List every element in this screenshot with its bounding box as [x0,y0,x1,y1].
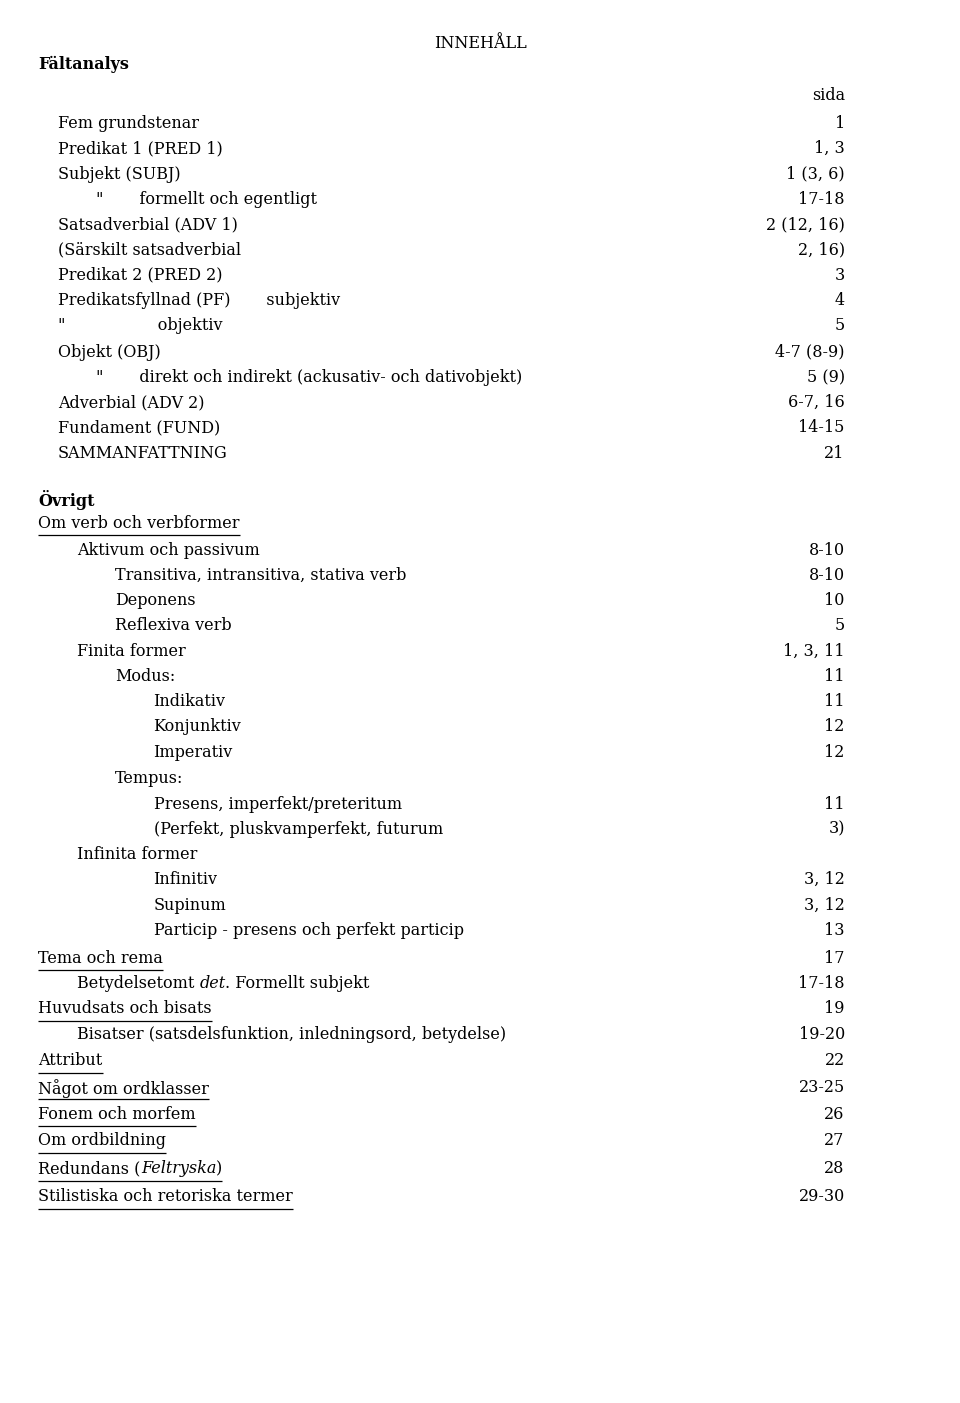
Text: 27: 27 [825,1132,845,1149]
Text: 12: 12 [825,744,845,760]
Text: Bisatser (satsdelsfunktion, inledningsord, betydelse): Bisatser (satsdelsfunktion, inledningsor… [77,1026,506,1042]
Text: INNEHÅLL: INNEHÅLL [434,35,526,52]
Text: Presens, imperfekt/preteritum: Presens, imperfekt/preteritum [154,796,401,812]
Text: "       formellt och egentligt: " formellt och egentligt [96,191,317,208]
Text: Predikat 1 (PRED 1): Predikat 1 (PRED 1) [58,140,223,157]
Text: 19-20: 19-20 [799,1026,845,1042]
Text: Predikat 2 (PRED 2): Predikat 2 (PRED 2) [58,267,222,283]
Text: Feltryska: Feltryska [141,1160,216,1177]
Text: 1, 3: 1, 3 [814,140,845,157]
Text: (Särskilt satsadverbial: (Särskilt satsadverbial [58,241,241,258]
Text: 2, 16): 2, 16) [798,241,845,258]
Text: Stilistiska och retoriska termer: Stilistiska och retoriska termer [38,1188,293,1205]
Text: 3, 12: 3, 12 [804,897,845,913]
Text: 14-15: 14-15 [799,419,845,436]
Text: 11: 11 [825,668,845,685]
Text: ): ) [216,1160,223,1177]
Text: Fem grundstenar: Fem grundstenar [58,115,199,132]
Text: Reflexiva verb: Reflexiva verb [115,617,231,634]
Text: 26: 26 [825,1106,845,1122]
Text: Konjunktiv: Konjunktiv [154,718,241,735]
Text: Fonem och morfem: Fonem och morfem [38,1106,196,1122]
Text: Particip - presens och perfekt particip: Particip - presens och perfekt particip [154,922,464,939]
Text: 22: 22 [825,1052,845,1069]
Text: "                  objektiv: " objektiv [58,317,222,334]
Text: 17-18: 17-18 [799,975,845,992]
Text: (Perfekt, pluskvamperfekt, futurum: (Perfekt, pluskvamperfekt, futurum [154,821,443,838]
Text: 21: 21 [825,445,845,462]
Text: 11: 11 [825,796,845,812]
Text: Predikatsfyllnad (PF)       subjektiv: Predikatsfyllnad (PF) subjektiv [58,292,340,309]
Text: 6-7, 16: 6-7, 16 [788,394,845,411]
Text: Objekt (OBJ): Objekt (OBJ) [58,344,160,361]
Text: 23-25: 23-25 [799,1079,845,1096]
Text: Supinum: Supinum [154,897,227,913]
Text: 10: 10 [825,592,845,609]
Text: Finita former: Finita former [77,643,185,659]
Text: Övrigt: Övrigt [38,490,95,509]
Text: 4: 4 [834,292,845,309]
Text: Transitiva, intransitiva, stativa verb: Transitiva, intransitiva, stativa verb [115,567,407,584]
Text: 17: 17 [825,950,845,967]
Text: Subjekt (SUBJ): Subjekt (SUBJ) [58,166,180,182]
Text: Huvudsats och bisats: Huvudsats och bisats [38,1000,212,1017]
Text: 17-18: 17-18 [799,191,845,208]
Text: 1 (3, 6): 1 (3, 6) [786,166,845,182]
Text: 3): 3) [828,821,845,838]
Text: Tempus:: Tempus: [115,770,183,787]
Text: 12: 12 [825,718,845,735]
Text: Fundament (FUND): Fundament (FUND) [58,419,220,436]
Text: 29-30: 29-30 [799,1188,845,1205]
Text: Tema och rema: Tema och rema [38,950,163,967]
Text: Infinitiv: Infinitiv [154,871,218,888]
Text: 5: 5 [834,617,845,634]
Text: 2 (12, 16): 2 (12, 16) [766,216,845,233]
Text: Indikativ: Indikativ [154,693,226,710]
Text: Något om ordklasser: Något om ordklasser [38,1079,209,1097]
Text: 4-7 (8-9): 4-7 (8-9) [776,344,845,361]
Text: Redundans (: Redundans ( [38,1160,141,1177]
Text: Modus:: Modus: [115,668,176,685]
Text: "       direkt och indirekt (ackusativ- och dativobjekt): " direkt och indirekt (ackusativ- och da… [96,369,522,386]
Text: 19: 19 [825,1000,845,1017]
Text: 13: 13 [825,922,845,939]
Text: . Formellt subjekt: . Formellt subjekt [226,975,370,992]
Text: sida: sida [811,87,845,104]
Text: 5 (9): 5 (9) [806,369,845,386]
Text: Om ordbildning: Om ordbildning [38,1132,166,1149]
Text: Imperativ: Imperativ [154,744,233,760]
Text: det: det [200,975,226,992]
Text: 28: 28 [825,1160,845,1177]
Text: Adverbial (ADV 2): Adverbial (ADV 2) [58,394,204,411]
Text: 1, 3, 11: 1, 3, 11 [783,643,845,659]
Text: Attribut: Attribut [38,1052,103,1069]
Text: Om verb och verbformer: Om verb och verbformer [38,515,240,532]
Text: Infinita former: Infinita former [77,846,197,863]
Text: 5: 5 [834,317,845,334]
Text: SAMMANFATTNING: SAMMANFATTNING [58,445,228,462]
Text: Satsadverbial (ADV 1): Satsadverbial (ADV 1) [58,216,237,233]
Text: Betydelsetomt: Betydelsetomt [77,975,200,992]
Text: 8-10: 8-10 [808,567,845,584]
Text: Deponens: Deponens [115,592,196,609]
Text: 3, 12: 3, 12 [804,871,845,888]
Text: 3: 3 [834,267,845,283]
Text: 1: 1 [834,115,845,132]
Text: 8-10: 8-10 [808,542,845,558]
Text: Fältanalys: Fältanalys [38,56,130,73]
Text: Aktivum och passivum: Aktivum och passivum [77,542,259,558]
Text: 11: 11 [825,693,845,710]
